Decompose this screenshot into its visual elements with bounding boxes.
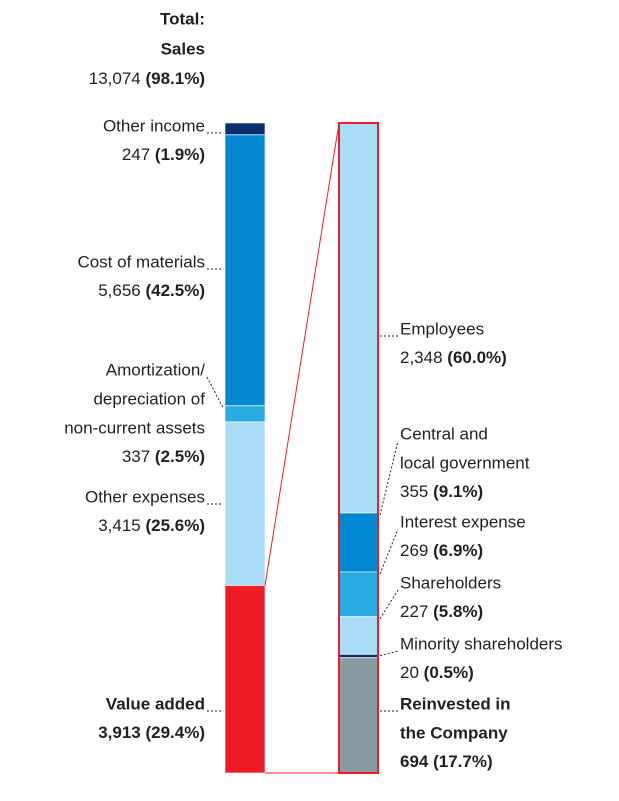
percent-label: (1.9%): [155, 145, 205, 164]
segment-value: 2,348 (60.0%): [400, 348, 507, 367]
segment-name: Value added: [106, 694, 205, 713]
segment-value: 355 (9.1%): [400, 482, 483, 501]
segment-name: Cost of materials: [77, 252, 205, 271]
segment-value: 337 (2.5%): [122, 447, 205, 466]
value-label: 20: [400, 663, 419, 682]
segment-name: Employees: [400, 319, 484, 338]
value-label: 269: [400, 541, 428, 560]
total-percent-label: (98.1%): [145, 69, 205, 88]
distribution-outline: [338, 122, 379, 774]
bar-segment: [338, 122, 379, 514]
percent-label: (42.5%): [145, 281, 205, 300]
total-label: Sales: [161, 39, 205, 58]
value-label: 5,656: [98, 281, 141, 300]
leader: [379, 650, 399, 657]
leader: [206, 376, 224, 409]
leader: [379, 440, 399, 516]
segment-name: the Company: [400, 723, 508, 742]
bar-segment: [224, 585, 266, 774]
bar-segment: [224, 405, 266, 423]
segment-name: non-current assets: [64, 418, 205, 437]
percent-label: (60.0%): [447, 348, 507, 367]
segment-value: 5,656 (42.5%): [98, 281, 205, 300]
bar-segment: [338, 512, 379, 573]
segment-name: Minority shareholders: [400, 634, 563, 653]
bar-segment: [224, 421, 266, 587]
percent-label: (6.9%): [433, 541, 483, 560]
total-value: 13,074 (98.1%): [89, 69, 205, 88]
bar-segment: [338, 571, 379, 618]
segment-value: 3,913 (29.4%): [98, 723, 205, 742]
total-value-label: 13,074: [89, 69, 141, 88]
segment-name: Interest expense: [400, 512, 526, 531]
segment-value: 694 (17.7%): [400, 752, 493, 771]
value-label: 3,415: [98, 516, 141, 535]
segment-value: 20 (0.5%): [400, 663, 474, 682]
segment-name: Other income: [103, 116, 205, 135]
percent-label: (17.7%): [433, 752, 493, 771]
value-label: 337: [122, 447, 150, 466]
percent-label: (5.8%): [433, 602, 483, 621]
segment-value: 227 (5.8%): [400, 602, 483, 621]
percent-label: (25.6%): [145, 516, 205, 535]
percent-label: (2.5%): [155, 447, 205, 466]
value-label: 247: [122, 145, 150, 164]
bar-segment: [224, 134, 266, 407]
value-label: 355: [400, 482, 428, 501]
segment-name: Central and: [400, 424, 488, 443]
segment-value: 269 (6.9%): [400, 541, 483, 560]
segment-name: Shareholders: [400, 573, 501, 592]
bar-segment: [224, 122, 266, 136]
value-label: 227: [400, 602, 428, 621]
segment-name: depreciation of: [93, 389, 205, 408]
percent-label: (29.4%): [145, 723, 205, 742]
segment-name: Other expenses: [85, 487, 205, 506]
leader: [379, 589, 399, 619]
value-label: 2,348: [400, 348, 443, 367]
percent-label: (0.5%): [424, 663, 474, 682]
connector: [264, 122, 340, 586]
segment-name: Amortization/: [106, 360, 205, 379]
segment-name: Reinvested in: [400, 694, 511, 713]
total-label: Total:: [160, 9, 205, 28]
bar-segment: [338, 657, 379, 774]
segment-value: 3,415 (25.6%): [98, 516, 205, 535]
segment-value: 247 (1.9%): [122, 145, 205, 164]
value-label: 3,913: [98, 723, 141, 742]
percent-label: (9.1%): [433, 482, 483, 501]
bar-segment: [338, 616, 379, 655]
segment-name: local government: [400, 453, 530, 472]
leader: [379, 528, 399, 575]
value-label: 694: [400, 752, 429, 771]
